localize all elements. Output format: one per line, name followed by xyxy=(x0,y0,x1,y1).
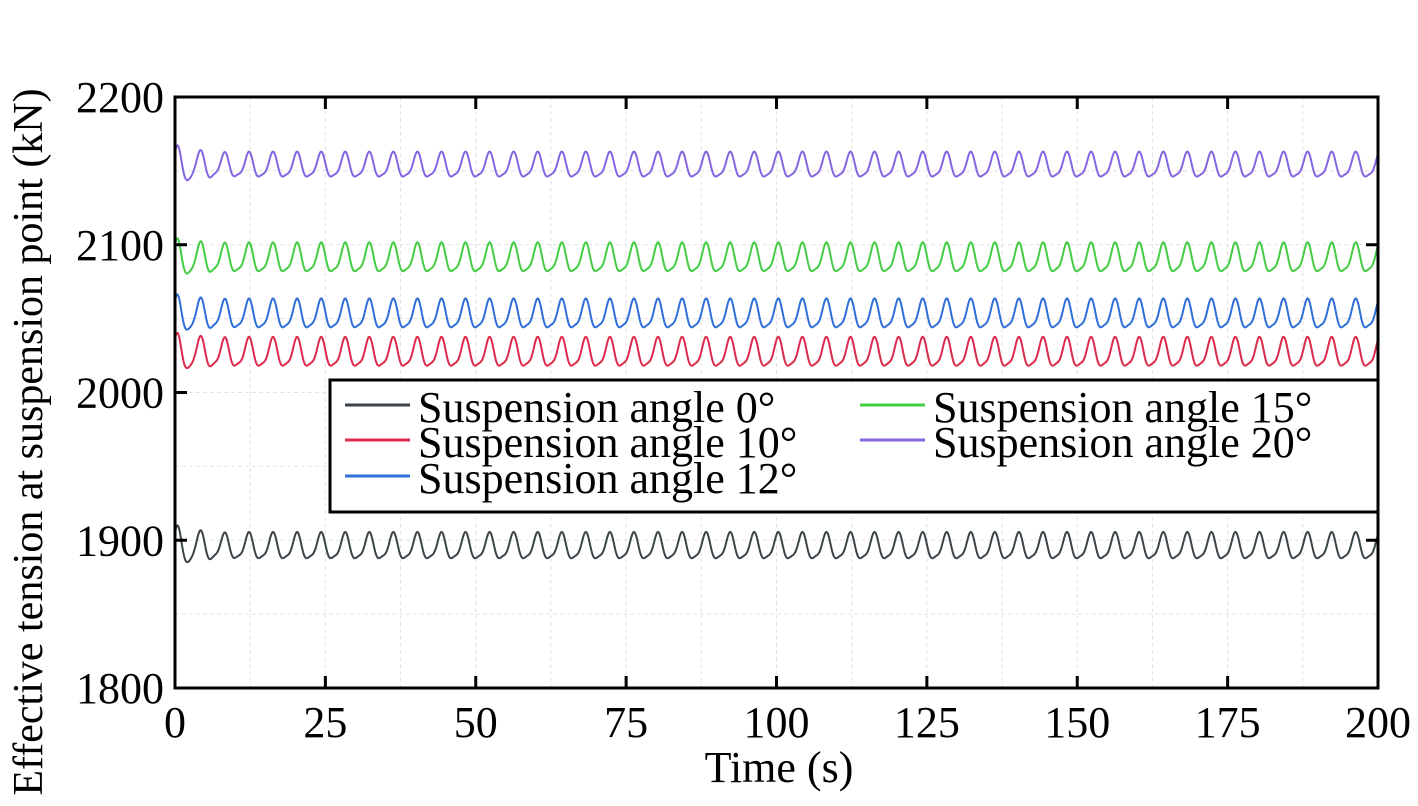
legend-label-2: Suspension angle 12° xyxy=(418,454,797,503)
x-tick-label: 25 xyxy=(303,698,347,747)
legend-label-3: Suspension angle 15° xyxy=(933,383,1312,432)
legend: Suspension angle 0°Suspension angle 10°S… xyxy=(328,378,1380,514)
x-tick-label: 0 xyxy=(164,698,186,747)
legend-items: Suspension angle 0°Suspension angle 10°S… xyxy=(345,383,1312,503)
y-axis-label: Effective tension at suspension point (k… xyxy=(6,88,52,795)
series-lines xyxy=(174,144,1379,564)
x-tick-label: 175 xyxy=(1195,698,1261,747)
legend-label-4: Suspension angle 20° xyxy=(933,418,1312,467)
y-tick-label: 2200 xyxy=(76,73,164,122)
x-axis-label: Time (s) xyxy=(705,743,854,792)
x-tick-label: 200 xyxy=(1345,698,1411,747)
y-tick-label: 1800 xyxy=(76,664,164,713)
x-tick-label: 100 xyxy=(744,698,810,747)
y-tick-label: 1900 xyxy=(76,516,164,565)
series-line-0 xyxy=(174,524,1379,564)
series-line-2 xyxy=(174,293,1379,331)
series-line-3 xyxy=(174,237,1379,275)
y-tick-label: 2000 xyxy=(76,369,164,418)
x-tick-label: 125 xyxy=(894,698,960,747)
series-line-4 xyxy=(174,144,1379,182)
x-tick-label: 75 xyxy=(604,698,648,747)
x-tick-label: 150 xyxy=(1044,698,1110,747)
x-tick-labels: 0 25 50 75 100 125 150 175 200 xyxy=(164,698,1411,747)
series-line-1 xyxy=(174,331,1379,370)
legend-box xyxy=(328,378,1380,514)
y-tick-label: 2100 xyxy=(76,221,164,270)
y-tick-labels: 1800 1900 2000 2100 2200 xyxy=(76,73,164,713)
legend-label-0: Suspension angle 0° xyxy=(418,383,775,432)
legend-label-1: Suspension angle 10° xyxy=(418,418,797,467)
x-tick-label: 50 xyxy=(454,698,498,747)
